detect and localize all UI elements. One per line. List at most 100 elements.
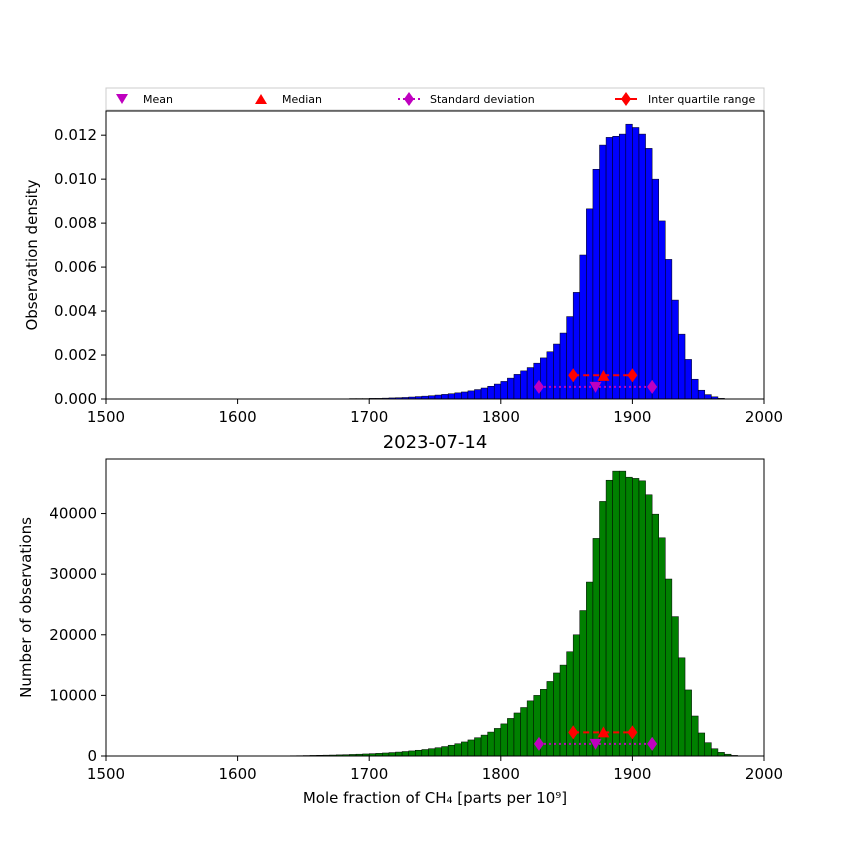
count-axes-frame — [105, 458, 765, 757]
count-bar — [671, 616, 679, 757]
count-bar — [487, 731, 495, 757]
density-mean-marker — [589, 381, 602, 393]
count-bar — [415, 749, 423, 757]
density-y-ticks: 0.000 0.002 0.004 0.006 0.008 0.010 0.012 — [54, 126, 106, 408]
mean-marker-icon — [116, 94, 128, 104]
count-bar — [704, 742, 712, 757]
count-bar — [691, 715, 699, 757]
density-bar — [461, 391, 469, 400]
count-y-ticks: 0 10000 20000 30000 40000 — [49, 505, 106, 765]
count-x-ticks: 1500 1600 1700 1800 1900 2000 — [87, 756, 783, 783]
count-y-tick-label: 20000 — [49, 626, 97, 644]
count-x-tick-label: 2000 — [745, 765, 783, 783]
count-bar — [401, 751, 409, 757]
count-y-tick-label: 40000 — [49, 505, 97, 523]
density-bar — [605, 137, 613, 400]
count-bar — [408, 750, 416, 757]
count-x-tick-label: 1500 — [87, 765, 125, 783]
density-bar — [632, 127, 640, 400]
density-bar — [526, 367, 534, 400]
count-histogram: 2023-07-14 1500 1600 1700 1800 1900 2000 0 100… — [17, 432, 783, 807]
density-bar — [691, 378, 699, 400]
density-bar — [658, 220, 666, 400]
density-bar — [441, 394, 449, 400]
density-y-tick-label: 0.010 — [54, 170, 97, 188]
count-bar — [507, 718, 515, 757]
density-bar — [447, 393, 455, 400]
density-bar — [500, 381, 508, 400]
density-y-tick-label: 0.000 — [54, 390, 97, 408]
count-bar — [467, 739, 475, 757]
count-bar — [618, 470, 627, 757]
count-bar — [395, 751, 403, 757]
legend-median-label: Median — [282, 93, 322, 106]
iqr-marker-icon — [621, 92, 631, 106]
density-bar — [572, 292, 581, 400]
count-y-axis-label: Number of observations — [17, 517, 35, 698]
count-std-high-marker — [647, 736, 658, 751]
density-std-low-marker — [533, 379, 544, 394]
density-bar — [612, 136, 620, 400]
density-bar — [507, 377, 515, 400]
count-bar — [447, 744, 455, 757]
count-bar — [717, 752, 725, 757]
density-y-axis-label: Observation density — [23, 179, 41, 330]
density-bar — [671, 299, 679, 400]
count-bar — [441, 746, 449, 757]
density-bar — [684, 359, 692, 400]
count-bar — [645, 494, 653, 757]
density-bar — [678, 333, 686, 400]
count-bar — [586, 581, 594, 757]
density-y-tick-label: 0.008 — [54, 214, 97, 232]
density-x-tick-label: 1800 — [482, 408, 520, 426]
count-bar — [711, 748, 719, 757]
density-bar — [520, 370, 528, 400]
count-bar — [658, 537, 666, 757]
count-bar — [526, 700, 534, 757]
density-bar — [697, 389, 706, 400]
density-bar — [480, 387, 488, 400]
count-bar — [632, 478, 640, 757]
count-median-marker — [597, 726, 610, 738]
density-x-ticks: 1500 1600 1700 1800 1900 2000 — [87, 399, 783, 426]
legend-std-label: Standard deviation — [430, 93, 535, 106]
density-std-high-marker — [647, 379, 658, 394]
count-bar — [684, 689, 692, 757]
density-y-tick-label: 0.012 — [54, 126, 97, 144]
count-bar — [421, 749, 429, 757]
density-bar — [553, 343, 561, 400]
density-x-tick-label: 1500 — [87, 408, 125, 426]
density-bar — [645, 148, 653, 400]
count-bar — [454, 743, 462, 757]
density-bar — [540, 357, 548, 400]
density-axes-frame — [105, 110, 765, 400]
count-bar — [474, 737, 482, 757]
count-bar — [480, 734, 488, 757]
density-histogram: 1500 1600 1700 1800 1900 2000 0.000 0.002 0.004… — [23, 110, 783, 426]
density-bar — [625, 123, 633, 400]
density-bar — [586, 208, 594, 400]
density-bar — [513, 374, 521, 400]
count-y-tick-label: 0 — [87, 747, 97, 765]
std-marker-icon — [404, 92, 414, 106]
density-y-tick-label: 0.002 — [54, 346, 97, 364]
count-y-tick-label: 10000 — [49, 686, 97, 704]
density-bar — [474, 389, 482, 400]
density-bar — [454, 392, 462, 400]
count-bar — [559, 664, 567, 757]
count-bars — [289, 470, 738, 757]
density-iqr-low-marker — [568, 368, 579, 383]
density-bar — [592, 169, 600, 400]
count-bar — [592, 538, 600, 757]
count-bar — [434, 747, 442, 757]
density-bar — [599, 144, 607, 400]
count-bar — [638, 480, 646, 757]
count-iqr-high-marker — [627, 725, 638, 740]
count-y-tick-label: 30000 — [49, 565, 97, 583]
density-bar — [651, 178, 659, 400]
density-bars — [322, 123, 738, 400]
count-bar — [513, 712, 521, 757]
count-x-axis-label: Mole fraction of CH₄ [parts per 10⁹] — [303, 789, 567, 807]
legend-mean-label: Mean — [143, 93, 173, 106]
